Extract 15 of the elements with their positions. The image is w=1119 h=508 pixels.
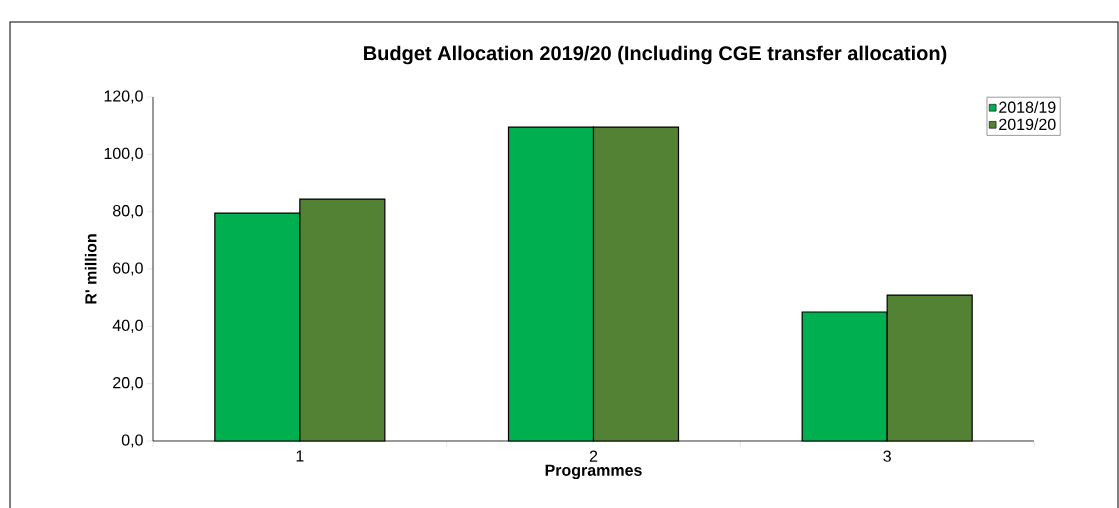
legend-label: 2018/19 (999, 101, 1056, 113)
y-tick-label: 120,0 (104, 90, 143, 104)
y-axis-title: R' million (84, 234, 97, 304)
y-tick-label: 20,0 (113, 377, 143, 391)
y-tick-label: 0,0 (121, 434, 143, 448)
x-axis-title: Programmes (545, 464, 642, 480)
y-tick-label: 100,0 (104, 147, 143, 161)
y-tick-label: 60,0 (113, 262, 143, 276)
y-tick-label: 40,0 (112, 319, 143, 333)
x-tick-label: 2 (589, 450, 598, 462)
chart-title: Budget Allocation 2019/20 (Including CGE transfer allocation) (364, 45, 947, 65)
x-tick-label: 1 (296, 450, 304, 462)
y-tick-label: 80,0 (113, 205, 143, 219)
legend-label: 2019/20 (999, 118, 1056, 131)
x-tick-label: 3 (883, 450, 891, 462)
